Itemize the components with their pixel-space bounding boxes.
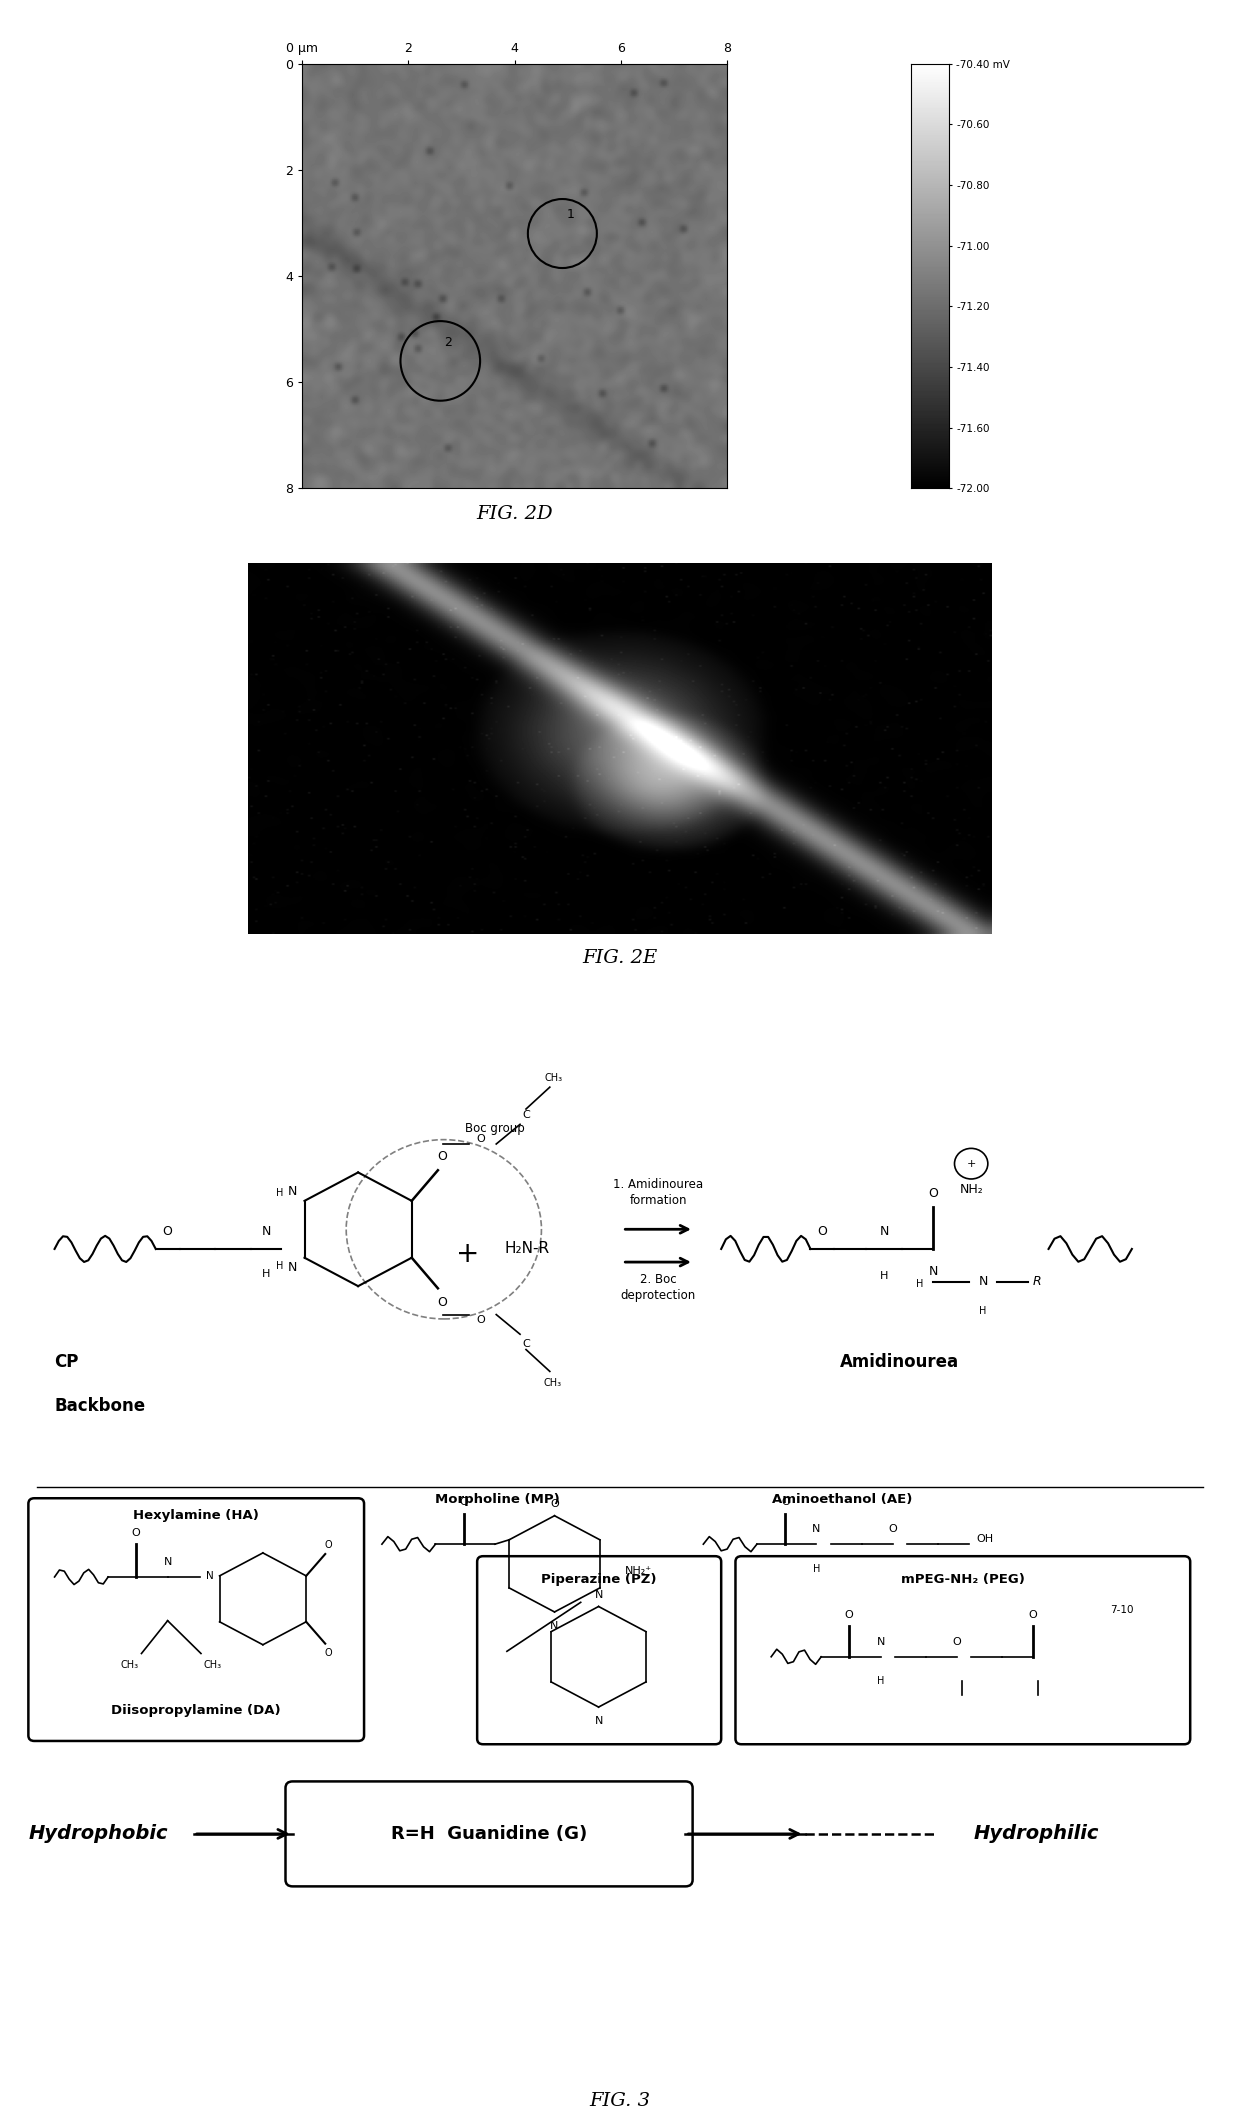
- Text: N: N: [288, 1185, 298, 1197]
- Text: FIG. 2E: FIG. 2E: [583, 949, 657, 966]
- Text: 1: 1: [567, 208, 574, 221]
- Text: CH₃: CH₃: [122, 1660, 139, 1671]
- Text: Hexylamine (HA): Hexylamine (HA): [133, 1509, 259, 1522]
- Text: O: O: [781, 1497, 790, 1507]
- Text: O: O: [952, 1637, 961, 1647]
- Text: Hydrophobic: Hydrophobic: [29, 1824, 169, 1843]
- Text: H: H: [263, 1270, 270, 1278]
- Text: N: N: [879, 1225, 889, 1238]
- Text: O: O: [888, 1524, 897, 1535]
- Text: N: N: [206, 1571, 213, 1582]
- Text: Piperazine (PZ): Piperazine (PZ): [541, 1573, 656, 1586]
- Text: R: R: [1033, 1276, 1042, 1289]
- Text: N: N: [929, 1265, 937, 1278]
- Text: +: +: [966, 1159, 976, 1168]
- Text: NH₂: NH₂: [960, 1183, 983, 1197]
- Text: 2: 2: [444, 335, 453, 348]
- Text: CH₃: CH₃: [543, 1378, 562, 1388]
- Text: Amidinourea: Amidinourea: [841, 1352, 960, 1371]
- Text: C: C: [522, 1340, 529, 1348]
- Text: H₂N-R: H₂N-R: [505, 1242, 549, 1257]
- Text: N: N: [164, 1556, 172, 1567]
- Text: N: N: [877, 1637, 885, 1647]
- Text: O: O: [325, 1539, 332, 1550]
- Text: H: H: [916, 1278, 924, 1289]
- Text: Boc group: Boc group: [465, 1123, 525, 1136]
- Text: C: C: [522, 1110, 529, 1121]
- Text: N: N: [594, 1590, 603, 1601]
- Text: 7-10: 7-10: [1111, 1605, 1135, 1616]
- Text: N: N: [812, 1524, 821, 1535]
- Text: N: N: [978, 1276, 988, 1289]
- Text: H: H: [812, 1565, 820, 1573]
- Text: O: O: [438, 1149, 448, 1163]
- Text: +: +: [456, 1240, 480, 1267]
- Text: 1. Amidinourea
formation: 1. Amidinourea formation: [613, 1178, 703, 1208]
- Text: R=H  Guanidine (G): R=H Guanidine (G): [391, 1826, 588, 1843]
- Text: Morpholine (MP): Morpholine (MP): [435, 1492, 559, 1505]
- Text: mPEG-NH₂ (PEG): mPEG-NH₂ (PEG): [901, 1573, 1024, 1586]
- Text: CH₃: CH₃: [544, 1072, 563, 1083]
- Text: H: H: [880, 1272, 888, 1280]
- Text: O: O: [438, 1295, 448, 1310]
- Text: 2. Boc
deprotection: 2. Boc deprotection: [620, 1274, 696, 1301]
- Text: NH₂⁺: NH₂⁺: [625, 1567, 652, 1575]
- Text: FIG. 3: FIG. 3: [589, 2093, 651, 2110]
- Text: O: O: [162, 1225, 172, 1238]
- Text: N: N: [288, 1261, 298, 1274]
- Text: O: O: [928, 1187, 937, 1199]
- Text: N: N: [551, 1620, 559, 1630]
- Text: H: H: [877, 1677, 884, 1686]
- Text: H: H: [980, 1306, 987, 1316]
- Text: O: O: [1029, 1609, 1038, 1620]
- Text: CH₃: CH₃: [203, 1660, 222, 1671]
- Text: O: O: [817, 1225, 827, 1238]
- Text: CP: CP: [55, 1352, 79, 1371]
- Text: Hydrophilic: Hydrophilic: [973, 1824, 1100, 1843]
- Text: Aminoethanol (AE): Aminoethanol (AE): [773, 1492, 913, 1505]
- Text: O: O: [844, 1609, 853, 1620]
- Text: FIG. 2D: FIG. 2D: [476, 505, 553, 522]
- Text: O: O: [476, 1134, 485, 1144]
- Text: H: H: [275, 1261, 283, 1272]
- Text: O: O: [460, 1497, 469, 1507]
- Text: O: O: [551, 1499, 559, 1509]
- Text: O: O: [476, 1314, 485, 1325]
- Text: OH: OH: [976, 1533, 993, 1543]
- Text: Diisopropylamine (DA): Diisopropylamine (DA): [112, 1705, 281, 1718]
- Text: N: N: [594, 1715, 603, 1726]
- Text: O: O: [325, 1647, 332, 1658]
- Text: H: H: [275, 1187, 283, 1197]
- Text: Backbone: Backbone: [55, 1397, 145, 1414]
- Text: O: O: [131, 1529, 140, 1537]
- Text: N: N: [262, 1225, 272, 1238]
